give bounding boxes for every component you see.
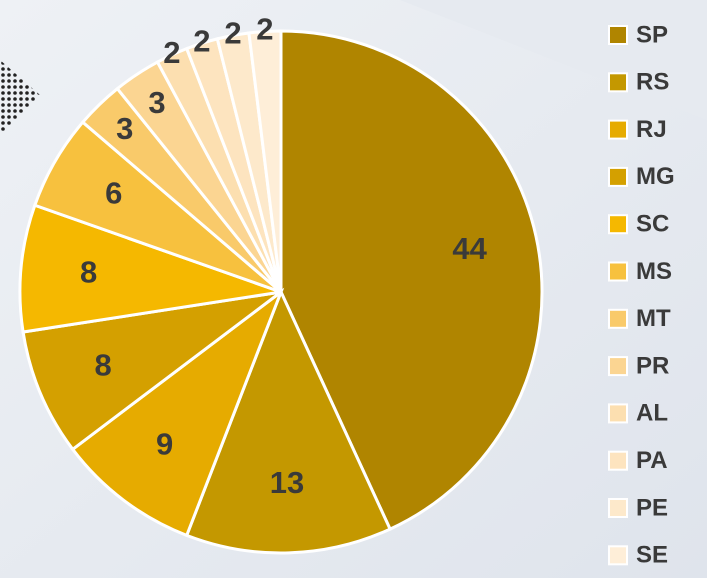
legend-swatch — [608, 261, 628, 282]
legend-swatch — [608, 450, 628, 471]
legend-label: PR — [636, 352, 669, 379]
pie-slice — [70, 287, 285, 538]
legend-swatch — [608, 498, 628, 518]
legend-swatch — [608, 403, 628, 424]
data-label: 2 — [256, 12, 273, 47]
data-label: 3 — [148, 85, 165, 120]
legend-label: RS — [636, 69, 669, 96]
decor — [0, 60, 40, 135]
decor — [400, 0, 707, 120]
data-label: 8 — [95, 347, 112, 382]
legend-label: SP — [636, 21, 668, 48]
legend-label: AL — [636, 400, 668, 427]
pie-slice — [18, 203, 282, 334]
legend-label: MT — [636, 305, 671, 332]
legend-swatch — [608, 119, 628, 140]
data-label: 13 — [270, 465, 304, 500]
legend-swatch — [608, 72, 628, 93]
pie-slice — [184, 288, 393, 555]
data-label: 6 — [105, 176, 122, 211]
data-label: 8 — [80, 254, 97, 289]
pie-slice — [279, 29, 544, 532]
data-label: 44 — [452, 231, 487, 266]
data-label: 2 — [193, 23, 210, 58]
data-label: 9 — [156, 426, 173, 461]
data-label: 2 — [224, 16, 241, 51]
data-label: 3 — [116, 111, 133, 146]
pie-slice — [21, 290, 282, 452]
pie-slice — [247, 29, 283, 293]
legend-swatch — [608, 356, 628, 377]
legend-swatch — [608, 25, 628, 45]
legend-label: MG — [636, 163, 675, 190]
legend-swatch — [608, 214, 628, 235]
legend-swatch — [608, 308, 628, 329]
legend-label: MS — [636, 258, 672, 285]
legend-swatch — [608, 545, 628, 566]
legend-label: SC — [636, 211, 669, 238]
legend-label: SE — [636, 542, 668, 569]
legend-swatch — [608, 166, 628, 187]
legend-label: RJ — [636, 116, 667, 143]
legend-label: PA — [636, 447, 668, 474]
legend-label: PE — [636, 494, 668, 521]
data-label: 2 — [163, 35, 180, 70]
